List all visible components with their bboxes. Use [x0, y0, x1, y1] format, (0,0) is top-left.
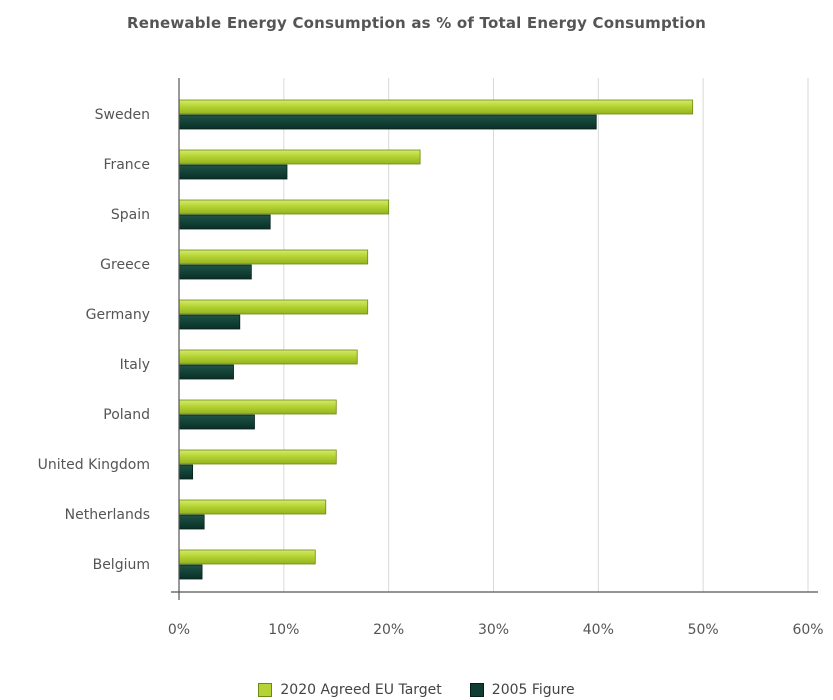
- bar-united-kingdom-target: [178, 449, 337, 465]
- bar-poland-target: [178, 399, 337, 415]
- bar-italy-target: [178, 349, 358, 365]
- bar-belgium-2005: [178, 564, 203, 580]
- bar-italy-2005: [178, 364, 234, 380]
- category-label-spain: Spain: [111, 207, 150, 223]
- bar-netherlands-2005: [178, 514, 205, 530]
- x-tick-label-20: 20%: [373, 622, 404, 638]
- legend-label-2005: 2005 Figure: [491, 682, 575, 698]
- category-label-united-kingdom: United Kingdom: [38, 457, 150, 473]
- x-tick-label-50: 50%: [688, 622, 719, 638]
- legend: 2020 Agreed EU Target 2005 Figure: [0, 680, 833, 700]
- bar-germany-2005: [178, 314, 241, 330]
- category-label-germany: Germany: [86, 307, 150, 323]
- bar-spain-target: [178, 199, 390, 215]
- bar-netherlands-target: [178, 499, 327, 515]
- x-tick-label-30: 30%: [478, 622, 509, 638]
- category-label-greece: Greece: [100, 257, 150, 273]
- bar-greece-2005: [178, 264, 252, 280]
- bar-sweden-target: [178, 99, 694, 115]
- legend-label-target: 2020 Agreed EU Target: [280, 682, 442, 698]
- category-label-france: France: [103, 157, 150, 173]
- category-label-poland: Poland: [103, 407, 150, 423]
- category-label-italy: Italy: [120, 357, 150, 373]
- bar-france-target: [178, 149, 421, 165]
- labels: Sweden France Spain Greece Germany Italy Polan…: [38, 107, 824, 638]
- bar-germany-target: [178, 299, 369, 315]
- x-tick-label-40: 40%: [583, 622, 614, 638]
- bar-spain-2005: [178, 214, 271, 230]
- x-tick-label-60: 60%: [792, 622, 823, 638]
- bar-france-2005: [178, 164, 288, 180]
- category-label-sweden: Sweden: [95, 107, 150, 123]
- axes: [171, 78, 818, 600]
- x-tick-label-0: 0%: [168, 622, 190, 638]
- bar-sweden-2005: [178, 114, 597, 130]
- legend-swatch-target: [258, 683, 273, 697]
- chart-title: Renewable Energy Consumption as % of Tot…: [126, 14, 707, 32]
- legend-swatch-2005: [469, 683, 484, 697]
- bars: [178, 99, 694, 580]
- legend-item-2005: 2005 Figure: [469, 682, 575, 698]
- bar-united-kingdom-2005: [178, 464, 194, 480]
- bar-poland-2005: [178, 414, 255, 430]
- legend-item-target: 2020 Agreed EU Target: [258, 682, 442, 698]
- bar-belgium-target: [178, 549, 316, 565]
- x-tick-label-10: 10%: [268, 622, 299, 638]
- category-label-netherlands: Netherlands: [65, 507, 150, 523]
- category-label-belgium: Belgium: [93, 557, 150, 573]
- bar-greece-target: [178, 249, 369, 265]
